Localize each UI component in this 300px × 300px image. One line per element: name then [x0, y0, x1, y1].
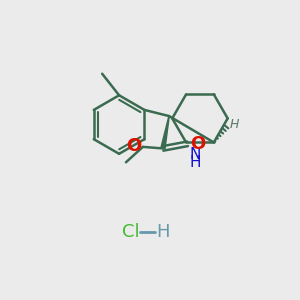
Text: H: H [156, 223, 170, 241]
Text: N: N [190, 147, 201, 162]
Text: O: O [126, 137, 141, 155]
Text: O: O [190, 135, 205, 153]
Text: H: H [230, 118, 239, 131]
Text: Cl: Cl [122, 223, 140, 241]
Polygon shape [161, 116, 169, 149]
Text: H: H [190, 155, 201, 170]
